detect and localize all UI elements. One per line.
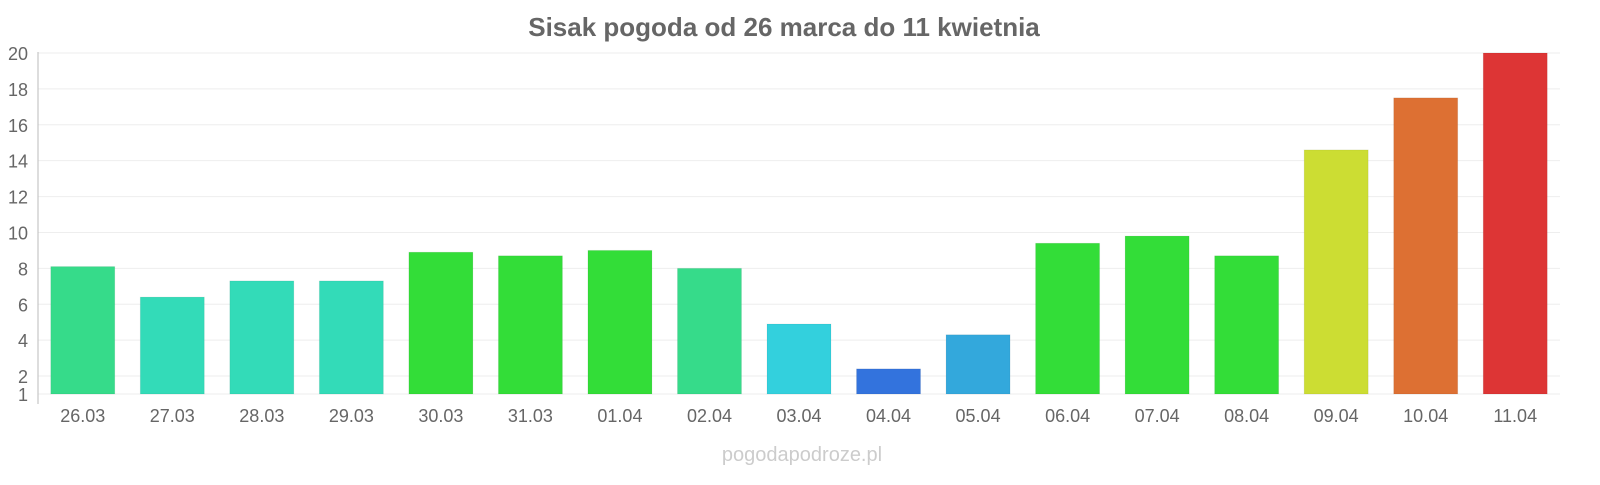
- x-tick-label: 05.04: [956, 406, 1001, 426]
- chart-title: Sisak pogoda od 26 marca do 11 kwietnia: [528, 12, 1040, 42]
- bar-09.04: [1303, 149, 1369, 395]
- bar-29.03: [318, 280, 384, 395]
- bar-03.04: [766, 323, 832, 395]
- bar-26.03: [50, 266, 116, 395]
- x-tick-label: 29.03: [329, 406, 374, 426]
- bar-31.03: [497, 255, 563, 395]
- x-tick-label: 11.04: [1493, 406, 1537, 426]
- y-tick-label: 16: [8, 116, 28, 136]
- bar-04.04: [856, 368, 922, 395]
- bar-01.04: [587, 249, 653, 395]
- y-tick-label: 12: [8, 188, 28, 208]
- x-tick-label: 01.04: [597, 406, 642, 426]
- x-tick-label: 03.04: [776, 406, 821, 426]
- bar-28.03: [229, 280, 295, 395]
- x-tick-label: 06.04: [1045, 406, 1090, 426]
- bar-11.04: [1482, 52, 1548, 395]
- y-tick-label: 6: [18, 295, 28, 315]
- x-tick-label: 08.04: [1224, 406, 1269, 426]
- y-tick-labels: 12 4 6 8 10 12 14 16 18 20: [8, 44, 28, 405]
- x-tick-label: 07.04: [1135, 406, 1180, 426]
- x-tick-label: 30.03: [418, 406, 463, 426]
- bar-06.04: [1035, 242, 1101, 395]
- y-tick-label: 1: [18, 385, 28, 405]
- bar-08.04: [1214, 255, 1280, 395]
- bar-30.03: [408, 251, 474, 395]
- x-tick-label: 02.04: [687, 406, 732, 426]
- x-tick-labels: 26.03 27.03 28.03 29.03 30.03 31.03 01.04 02.04…: [60, 406, 1537, 426]
- y-tick-label: 10: [8, 223, 28, 243]
- bars: [50, 52, 1548, 395]
- x-tick-label: 27.03: [150, 406, 195, 426]
- x-tick-label: 09.04: [1314, 406, 1359, 426]
- bar-27.03: [139, 296, 205, 395]
- y-tick-label: 18: [8, 80, 28, 100]
- x-tick-label: 10.04: [1403, 406, 1448, 426]
- y-tick-label: 20: [8, 44, 28, 64]
- y-tick-label: 14: [8, 152, 28, 172]
- bar-02.04: [676, 267, 742, 395]
- bar-07.04: [1124, 235, 1190, 395]
- x-tick-label: 26.03: [60, 406, 105, 426]
- x-tick-label: 04.04: [866, 406, 911, 426]
- x-tick-label: 28.03: [239, 406, 284, 426]
- bar-05.04: [945, 334, 1011, 395]
- bar-10.04: [1393, 97, 1459, 395]
- y-tick-label: 2: [18, 367, 28, 387]
- watermark: pogodapodroze.pl: [722, 444, 882, 466]
- y-tick-label: 8: [18, 259, 28, 279]
- x-tick-label: 31.03: [508, 406, 553, 426]
- y-tick-label: 4: [18, 331, 28, 351]
